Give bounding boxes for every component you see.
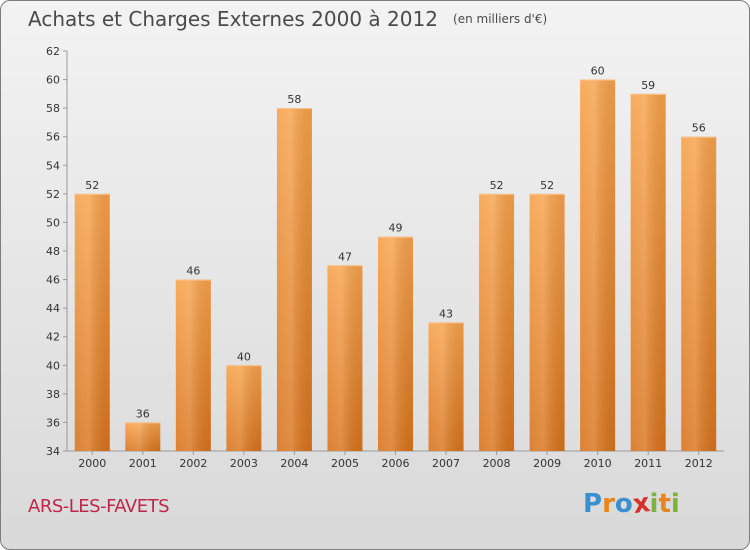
logo-letter: P <box>583 489 603 519</box>
bar-sheen <box>276 108 312 452</box>
bar-value-label: 52 <box>540 179 554 192</box>
x-tick-label: 2007 <box>432 457 460 470</box>
chart-unit: (en milliers d'€) <box>453 12 548 26</box>
bar-value-label: 36 <box>136 407 150 420</box>
y-tick-label: 56 <box>46 131 60 144</box>
x-tick-label: 2002 <box>179 457 207 470</box>
bar-value-label: 46 <box>186 265 200 278</box>
bar-sheen <box>681 136 717 451</box>
bar-value-label: 56 <box>692 122 706 135</box>
y-tick-label: 50 <box>46 216 60 229</box>
x-tick-label: 2000 <box>78 457 106 470</box>
logo-letter: r <box>602 489 615 519</box>
x-tick-label: 2004 <box>280 457 308 470</box>
y-tick-label: 60 <box>46 74 60 87</box>
y-tick-label: 48 <box>46 245 60 258</box>
logo-letter: t <box>658 489 671 519</box>
proxiti-logo[interactable]: Proxiti <box>583 487 680 521</box>
y-tick-label: 54 <box>46 159 60 172</box>
bar-sheen <box>327 265 363 451</box>
x-tick-label: 2010 <box>584 457 612 470</box>
y-tick-label: 44 <box>46 302 60 315</box>
logo-letter: i <box>670 489 680 519</box>
y-tick-label: 52 <box>46 188 60 201</box>
bar-sheen <box>226 365 262 451</box>
bar-value-label: 40 <box>237 350 251 363</box>
y-tick-label: 40 <box>46 359 60 372</box>
bar-value-label: 52 <box>85 179 99 192</box>
y-tick-label: 38 <box>46 388 60 401</box>
bar-sheen <box>125 422 161 451</box>
bar-value-label: 60 <box>591 65 605 78</box>
bar-value-label: 52 <box>490 179 504 192</box>
x-tick-label: 2003 <box>230 457 258 470</box>
y-tick-label: 46 <box>46 274 60 287</box>
bar-sheen <box>630 93 666 451</box>
bar-sheen <box>378 236 413 451</box>
y-tick-label: 58 <box>46 102 60 115</box>
chart-axes: 34 36 38 40 42 44 46 48 50 52 54 56 58 60 62 2000 2001 20… <box>46 45 724 470</box>
x-tick-label: 2009 <box>533 457 561 470</box>
chart-bars <box>74 79 717 452</box>
chart-title: Achats et Charges Externes 2000 à 2012 <box>28 7 438 31</box>
y-tick-label: 62 <box>46 45 60 58</box>
bar-value-label: 59 <box>641 79 655 92</box>
x-tick-label: 2001 <box>129 457 157 470</box>
y-tick-label: 36 <box>46 416 60 429</box>
bar-value-label: 43 <box>439 307 453 320</box>
commune-name: ARS-LES-FAVETS <box>28 496 170 517</box>
bar-value-label: 47 <box>338 250 352 263</box>
y-tick-label: 42 <box>46 331 60 344</box>
title-row: Achats et Charges Externes 2000 à 2012 (… <box>28 7 547 31</box>
x-tick-label: 2012 <box>685 457 713 470</box>
x-tick-label: 2006 <box>382 457 410 470</box>
bar-value-label: 58 <box>287 93 301 106</box>
x-tick-label: 2005 <box>331 457 359 470</box>
logo-letter: x <box>630 487 652 521</box>
bar-sheen <box>479 193 515 451</box>
x-tick-label: 2008 <box>483 457 511 470</box>
x-tick-label: 2011 <box>634 457 662 470</box>
y-tick-label: 34 <box>46 445 60 458</box>
logo-letter: i <box>649 489 659 519</box>
bar-sheen <box>529 193 565 451</box>
logo-letter: o <box>614 489 633 519</box>
bar-sheen <box>74 193 110 451</box>
bar-sheen <box>580 79 616 452</box>
chart-labels: 52 36 46 40 58 47 49 43 52 52 60 59 56 <box>85 65 705 421</box>
bar-sheen <box>175 279 211 451</box>
bar-sheen <box>428 322 464 451</box>
bar-value-label: 49 <box>389 222 403 235</box>
